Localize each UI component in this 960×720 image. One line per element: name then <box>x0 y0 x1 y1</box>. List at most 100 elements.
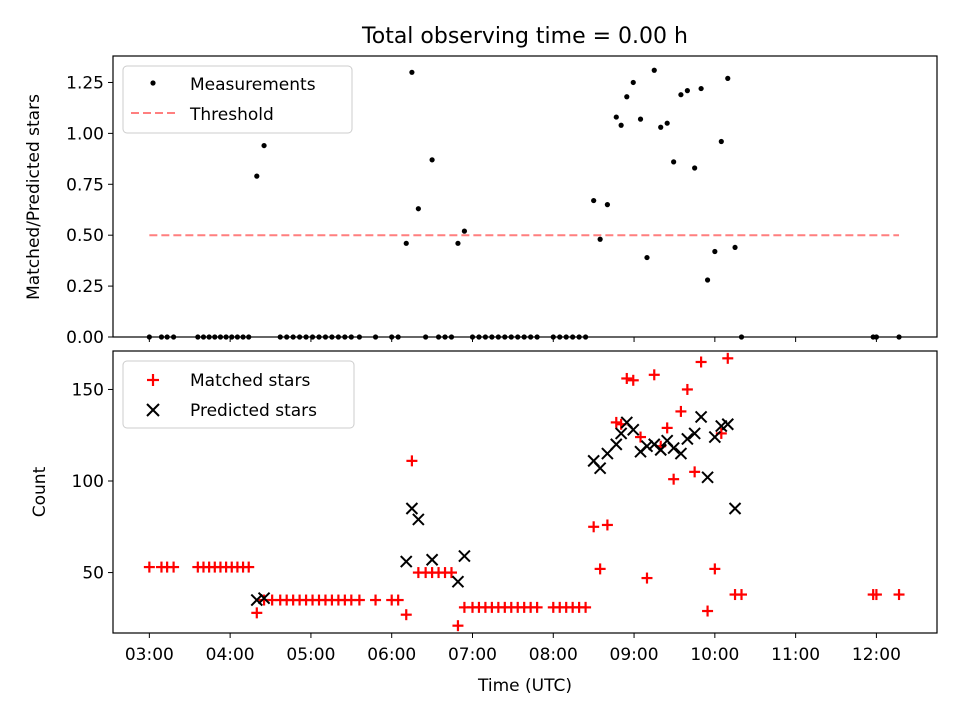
measurement-point <box>678 92 684 98</box>
matched-star-point <box>641 572 653 584</box>
top-y-tick-label: 0.50 <box>66 226 104 246</box>
predicted-star-point <box>425 553 439 566</box>
x-tick-label: 11:00 <box>771 645 820 665</box>
predicted-star-point <box>728 502 742 515</box>
top-y-tick-label: 1.25 <box>66 73 104 93</box>
measurement-point <box>429 157 435 163</box>
predicted-star-point <box>721 418 734 431</box>
measurement-point <box>403 240 409 246</box>
measurement-point <box>732 244 738 251</box>
x-tick-label: 09:00 <box>610 645 659 665</box>
measurement-point <box>604 202 611 208</box>
top-legend: Measurements Threshold <box>122 65 353 134</box>
matched-star-point <box>601 519 613 531</box>
predicted-star-point <box>458 549 471 563</box>
matched-star-point <box>243 561 255 573</box>
matched-star-point <box>594 563 606 575</box>
matched-star-point <box>893 589 905 601</box>
top-x-ticks <box>148 337 877 342</box>
predicted-star-point <box>627 423 640 436</box>
top-y-tick-label: 0.00 <box>66 328 104 348</box>
x-tick-label: 10:00 <box>690 645 739 665</box>
matched-star-point <box>702 605 714 617</box>
predicted-star-point <box>405 502 419 515</box>
matched-star-point <box>709 563 721 575</box>
measurement-point <box>712 248 718 255</box>
chart-title: Total observing time = 0.00 h <box>361 24 688 49</box>
x-tick-label: 12:00 <box>852 645 901 665</box>
bottom-plot-area <box>143 352 905 632</box>
matched-star-point <box>400 609 412 621</box>
bottom-y-tick-label: 100 <box>72 472 104 492</box>
predicted-star-point <box>412 513 425 526</box>
top-legend-box <box>122 65 353 134</box>
matched-star-point <box>689 466 701 478</box>
predicted-star-point <box>400 555 413 568</box>
top-y-tick-label: 1.00 <box>66 124 104 144</box>
top-y-ticks: 0.00 0.25 0.50 0.75 1.00 1.25 <box>66 73 113 348</box>
matched-star-point <box>681 383 693 395</box>
legend-matched-label: Matched stars <box>190 371 310 391</box>
predicted-star-point <box>674 447 688 460</box>
matched-star-point <box>668 473 680 485</box>
measurement-point <box>455 240 461 246</box>
predicted-star-point <box>257 592 271 605</box>
measurement-point <box>664 120 670 126</box>
predicted-star-point <box>694 410 708 424</box>
measurement-point <box>461 228 468 234</box>
matched-star-point <box>661 422 673 434</box>
matched-star-point <box>452 620 464 632</box>
matched-star-point <box>580 601 592 613</box>
top-y-tick-label: 0.75 <box>66 175 104 195</box>
measurement-point <box>692 165 698 171</box>
legend-threshold-label: Threshold <box>189 105 274 125</box>
x-tick-label: 06:00 <box>367 645 416 665</box>
matched-star-point <box>627 374 639 386</box>
measurement-point <box>254 173 260 179</box>
measurement-point <box>671 159 677 165</box>
matched-star-point <box>736 589 748 601</box>
measurement-point <box>409 69 415 75</box>
measurement-point <box>644 254 650 261</box>
predicted-star-point <box>610 438 623 451</box>
measurement-point <box>624 94 630 100</box>
predicted-star-point <box>681 432 694 446</box>
legend-measurements-marker <box>150 80 156 86</box>
matched-star-point <box>610 416 622 428</box>
legend-matched-marker <box>147 374 159 386</box>
bottom-legend: Matched stars Predicted stars <box>122 360 355 429</box>
measurement-point <box>637 116 644 122</box>
top-panel: 0.00 0.25 0.50 0.75 1.00 1.25 Matched/Predict… <box>24 55 938 348</box>
matched-star-point <box>621 372 633 384</box>
matched-star-point <box>168 561 180 573</box>
predicted-star-point <box>708 430 722 444</box>
measurement-point <box>658 124 664 130</box>
matched-star-point <box>353 594 365 606</box>
legend-measurements-label: Measurements <box>190 75 316 95</box>
matched-star-point <box>648 369 660 381</box>
matched-star-point <box>695 356 707 368</box>
predicted-star-point <box>701 471 714 484</box>
top-y-tick-label: 0.25 <box>66 277 104 297</box>
matched-star-point <box>370 594 382 606</box>
predicted-star-point <box>451 575 465 588</box>
matched-star-point <box>675 405 687 417</box>
matched-star-point <box>143 561 155 573</box>
legend-predicted-marker <box>146 403 160 417</box>
bottom-y-tick-label: 50 <box>82 564 104 584</box>
x-axis-label: Time (UTC) <box>477 676 572 696</box>
bottom-y-axis-label: Count <box>30 466 50 517</box>
measurement-point <box>415 206 421 212</box>
matched-star-point <box>406 455 418 467</box>
legend-predicted-label: Predicted stars <box>190 401 317 421</box>
matched-star-point <box>392 594 404 606</box>
predicted-star-point <box>688 427 701 440</box>
matched-star-point <box>635 431 647 443</box>
x-tick-label: 05:00 <box>286 645 335 665</box>
predicted-star-point <box>614 427 628 440</box>
measurement-point <box>613 114 619 120</box>
predicted-star-point <box>640 440 654 453</box>
x-tick-label: 08:00 <box>529 645 578 665</box>
measurement-point <box>718 138 724 145</box>
